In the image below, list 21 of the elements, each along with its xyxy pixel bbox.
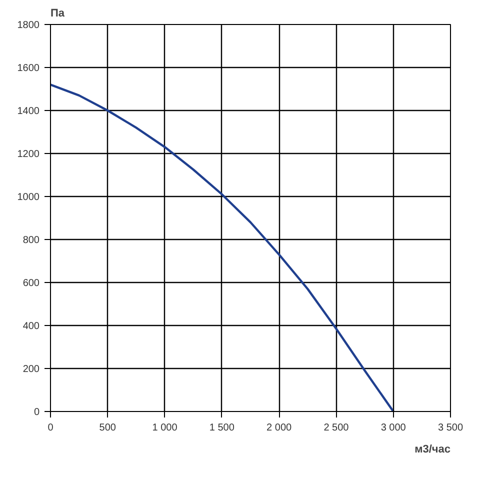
x-tick-label: 1 000 bbox=[152, 422, 178, 434]
y-tick-label: 800 bbox=[22, 235, 40, 246]
y-tick-label: 1400 bbox=[17, 106, 40, 117]
x-tick-label: 2 500 bbox=[324, 422, 350, 434]
line-series bbox=[50, 84, 394, 412]
y-tick-label: 1600 bbox=[17, 63, 40, 74]
y-tick-label: 1800 bbox=[17, 20, 40, 31]
y-tick-label: 400 bbox=[22, 321, 40, 332]
y-axis-title: Па bbox=[50, 8, 66, 20]
y-tick-label: 600 bbox=[22, 278, 40, 289]
y-tick-label: 0 bbox=[34, 407, 40, 418]
y-tick-label: 1000 bbox=[17, 192, 40, 203]
x-tick-label: 3 500 bbox=[438, 422, 464, 434]
x-tick-label: 500 bbox=[99, 422, 116, 434]
y-tick-label: 1200 bbox=[17, 149, 40, 160]
x-tick-label: 1 500 bbox=[209, 422, 235, 434]
x-axis-title: м3/час bbox=[414, 444, 451, 456]
y-tick-label: 200 bbox=[22, 364, 40, 375]
x-tick-label: 3 000 bbox=[380, 422, 406, 434]
x-tick-label: 2 000 bbox=[266, 422, 292, 434]
x-tick-label: 0 bbox=[48, 422, 54, 434]
